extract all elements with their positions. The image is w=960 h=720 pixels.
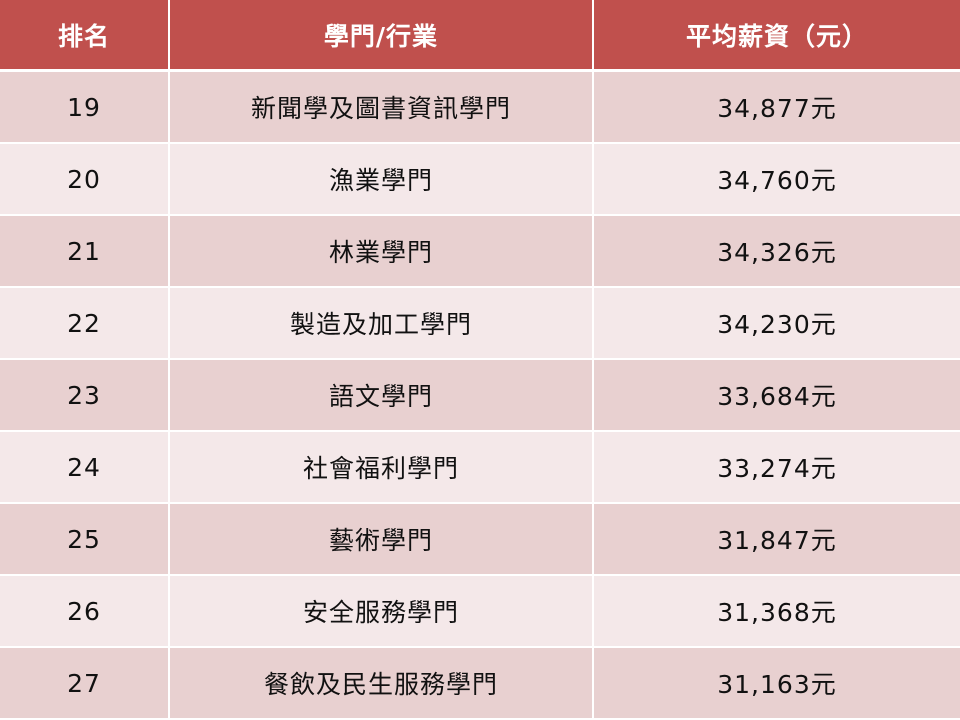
- header-rank: 排名: [0, 0, 170, 72]
- rank-cell: 26: [0, 576, 170, 648]
- rank-cell: 21: [0, 216, 170, 288]
- major-cell: 漁業學門: [170, 144, 594, 216]
- salary-cell: 31,847元: [594, 504, 960, 576]
- salary-cell: 31,368元: [594, 576, 960, 648]
- salary-cell: 34,760元: [594, 144, 960, 216]
- rank-cell: 19: [0, 72, 170, 144]
- header-major: 學門/行業: [170, 0, 594, 72]
- salary-cell: 34,326元: [594, 216, 960, 288]
- major-cell: 語文學門: [170, 360, 594, 432]
- rank-cell: 23: [0, 360, 170, 432]
- major-cell: 社會福利學門: [170, 432, 594, 504]
- major-cell: 林業學門: [170, 216, 594, 288]
- header-salary: 平均薪資（元）: [594, 0, 960, 72]
- rank-cell: 22: [0, 288, 170, 360]
- salary-cell: 33,684元: [594, 360, 960, 432]
- major-cell: 藝術學門: [170, 504, 594, 576]
- major-cell: 新聞學及圖書資訊學門: [170, 72, 594, 144]
- major-cell: 安全服務學門: [170, 576, 594, 648]
- salary-cell: 31,163元: [594, 648, 960, 720]
- rank-cell: 20: [0, 144, 170, 216]
- rank-cell: 25: [0, 504, 170, 576]
- salary-cell: 33,274元: [594, 432, 960, 504]
- major-cell: 餐飲及民生服務學門: [170, 648, 594, 720]
- major-cell: 製造及加工學門: [170, 288, 594, 360]
- salary-cell: 34,877元: [594, 72, 960, 144]
- rank-cell: 27: [0, 648, 170, 720]
- salary-cell: 34,230元: [594, 288, 960, 360]
- rank-cell: 24: [0, 432, 170, 504]
